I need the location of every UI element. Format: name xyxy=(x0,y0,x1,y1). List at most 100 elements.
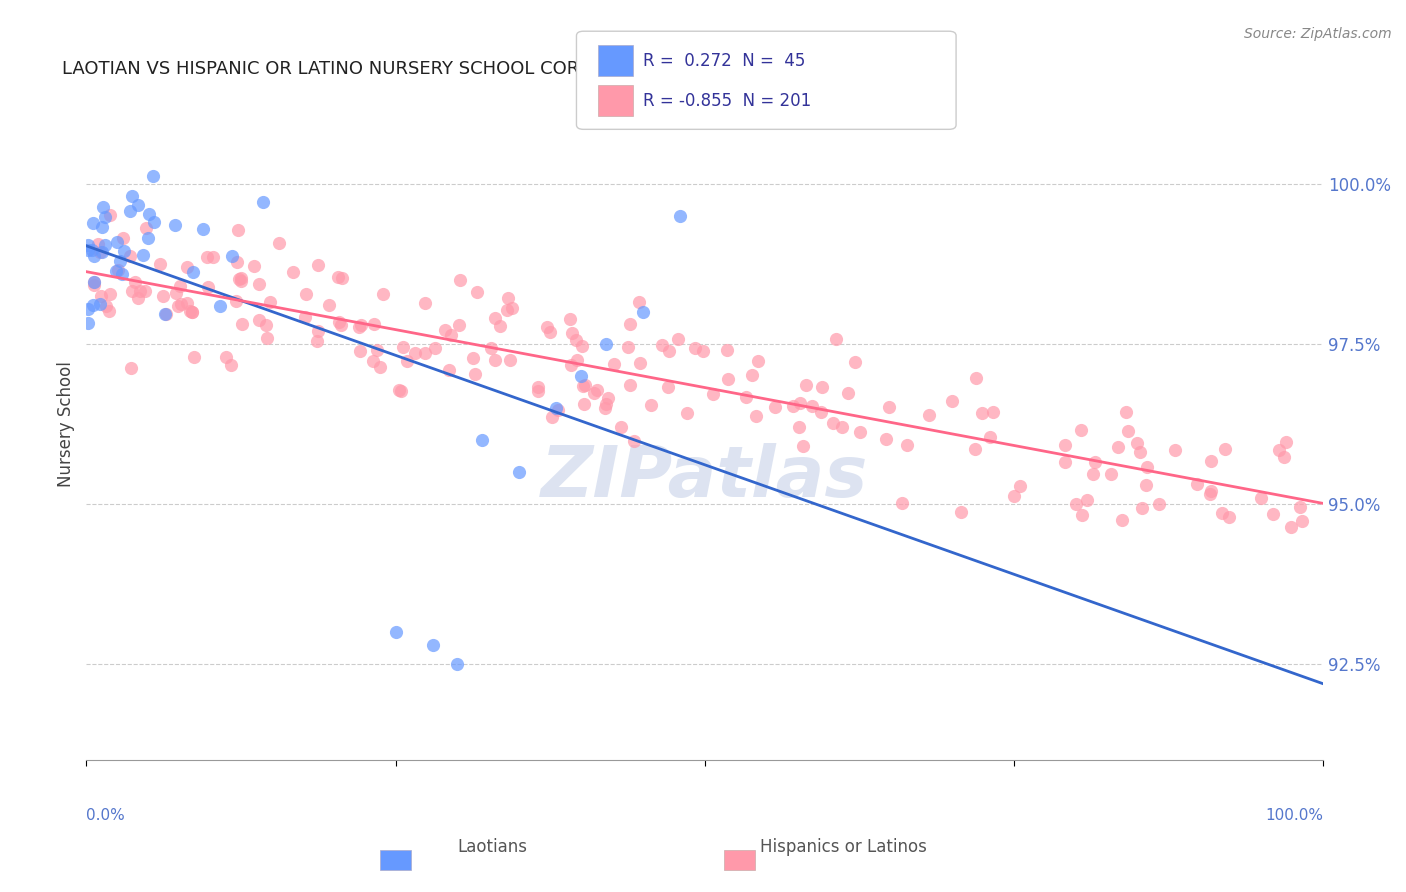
Point xyxy=(176,296,198,310)
Point xyxy=(127,291,149,305)
Point xyxy=(415,295,437,310)
Point xyxy=(152,289,174,303)
Point xyxy=(596,391,619,405)
Point xyxy=(153,307,176,321)
Point xyxy=(1130,501,1153,516)
Point xyxy=(91,245,114,260)
Point xyxy=(83,275,105,289)
Point xyxy=(471,433,494,447)
Point xyxy=(979,430,1001,444)
Point xyxy=(1126,436,1149,450)
Point xyxy=(449,318,471,332)
Point xyxy=(789,395,811,409)
Point xyxy=(195,250,218,264)
Point xyxy=(918,408,941,422)
Point xyxy=(83,275,105,289)
Point xyxy=(716,343,738,357)
Point xyxy=(702,387,724,401)
Point xyxy=(666,332,689,346)
Point xyxy=(651,338,673,352)
Point xyxy=(415,346,437,360)
Point xyxy=(463,351,485,366)
Point xyxy=(593,401,616,415)
Point xyxy=(527,384,550,399)
Point xyxy=(328,315,350,329)
Point xyxy=(396,354,419,368)
Point xyxy=(350,318,373,332)
Point xyxy=(90,289,112,303)
Point xyxy=(307,258,329,272)
Point xyxy=(1147,497,1170,511)
Point xyxy=(332,270,354,285)
Point xyxy=(796,378,818,392)
Point xyxy=(1199,486,1222,500)
Text: 0.0%: 0.0% xyxy=(86,807,125,822)
Point xyxy=(134,284,156,298)
Point xyxy=(229,274,252,288)
Point xyxy=(1267,442,1289,457)
Point xyxy=(571,339,593,353)
Point xyxy=(1115,405,1137,419)
Point xyxy=(1054,437,1077,451)
Point xyxy=(619,317,641,331)
Point xyxy=(501,301,523,315)
Point xyxy=(1213,442,1236,457)
Point xyxy=(837,386,859,401)
Point xyxy=(745,409,768,423)
Text: R =  0.272  N =  45: R = 0.272 N = 45 xyxy=(643,52,804,70)
Point xyxy=(467,285,489,299)
Point xyxy=(180,305,202,319)
Point xyxy=(1071,508,1094,522)
Point xyxy=(565,352,588,367)
Point xyxy=(98,286,121,301)
Point xyxy=(155,307,177,321)
Point xyxy=(98,208,121,222)
Point xyxy=(388,383,411,397)
Text: R = -0.855  N = 201: R = -0.855 N = 201 xyxy=(643,92,811,110)
Point xyxy=(259,294,281,309)
Point xyxy=(111,230,134,244)
Point xyxy=(256,331,278,345)
Point xyxy=(229,270,252,285)
Point xyxy=(896,438,918,452)
Text: 100.0%: 100.0% xyxy=(1265,807,1323,822)
Point xyxy=(127,197,149,211)
Point xyxy=(484,311,506,326)
Point xyxy=(254,318,277,332)
Point xyxy=(675,406,697,420)
Point xyxy=(120,361,142,376)
Point xyxy=(228,223,250,237)
Point xyxy=(595,336,617,351)
Point xyxy=(572,397,595,411)
Point xyxy=(981,404,1004,418)
Point xyxy=(225,293,247,308)
Point xyxy=(1084,455,1107,469)
Point xyxy=(541,409,564,424)
Point xyxy=(242,259,264,273)
Point xyxy=(433,323,456,337)
Point xyxy=(247,277,270,291)
Point xyxy=(496,303,519,318)
Point xyxy=(561,326,583,340)
Point xyxy=(179,303,201,318)
Point xyxy=(810,405,832,419)
Point xyxy=(1279,519,1302,533)
Text: Laotians: Laotians xyxy=(457,838,527,856)
Point xyxy=(294,310,316,324)
Point xyxy=(180,305,202,319)
Point xyxy=(658,344,681,359)
Y-axis label: Nursery School: Nursery School xyxy=(58,361,75,487)
Point xyxy=(135,220,157,235)
Point xyxy=(1107,440,1129,454)
Point xyxy=(83,278,105,293)
Point xyxy=(823,416,845,430)
Point xyxy=(197,279,219,293)
Point xyxy=(363,317,385,331)
Point xyxy=(565,333,588,347)
Point xyxy=(281,265,304,279)
Point xyxy=(305,334,328,348)
Point xyxy=(247,313,270,327)
Point xyxy=(657,380,679,394)
Point xyxy=(1070,423,1092,437)
Point xyxy=(1272,450,1295,464)
